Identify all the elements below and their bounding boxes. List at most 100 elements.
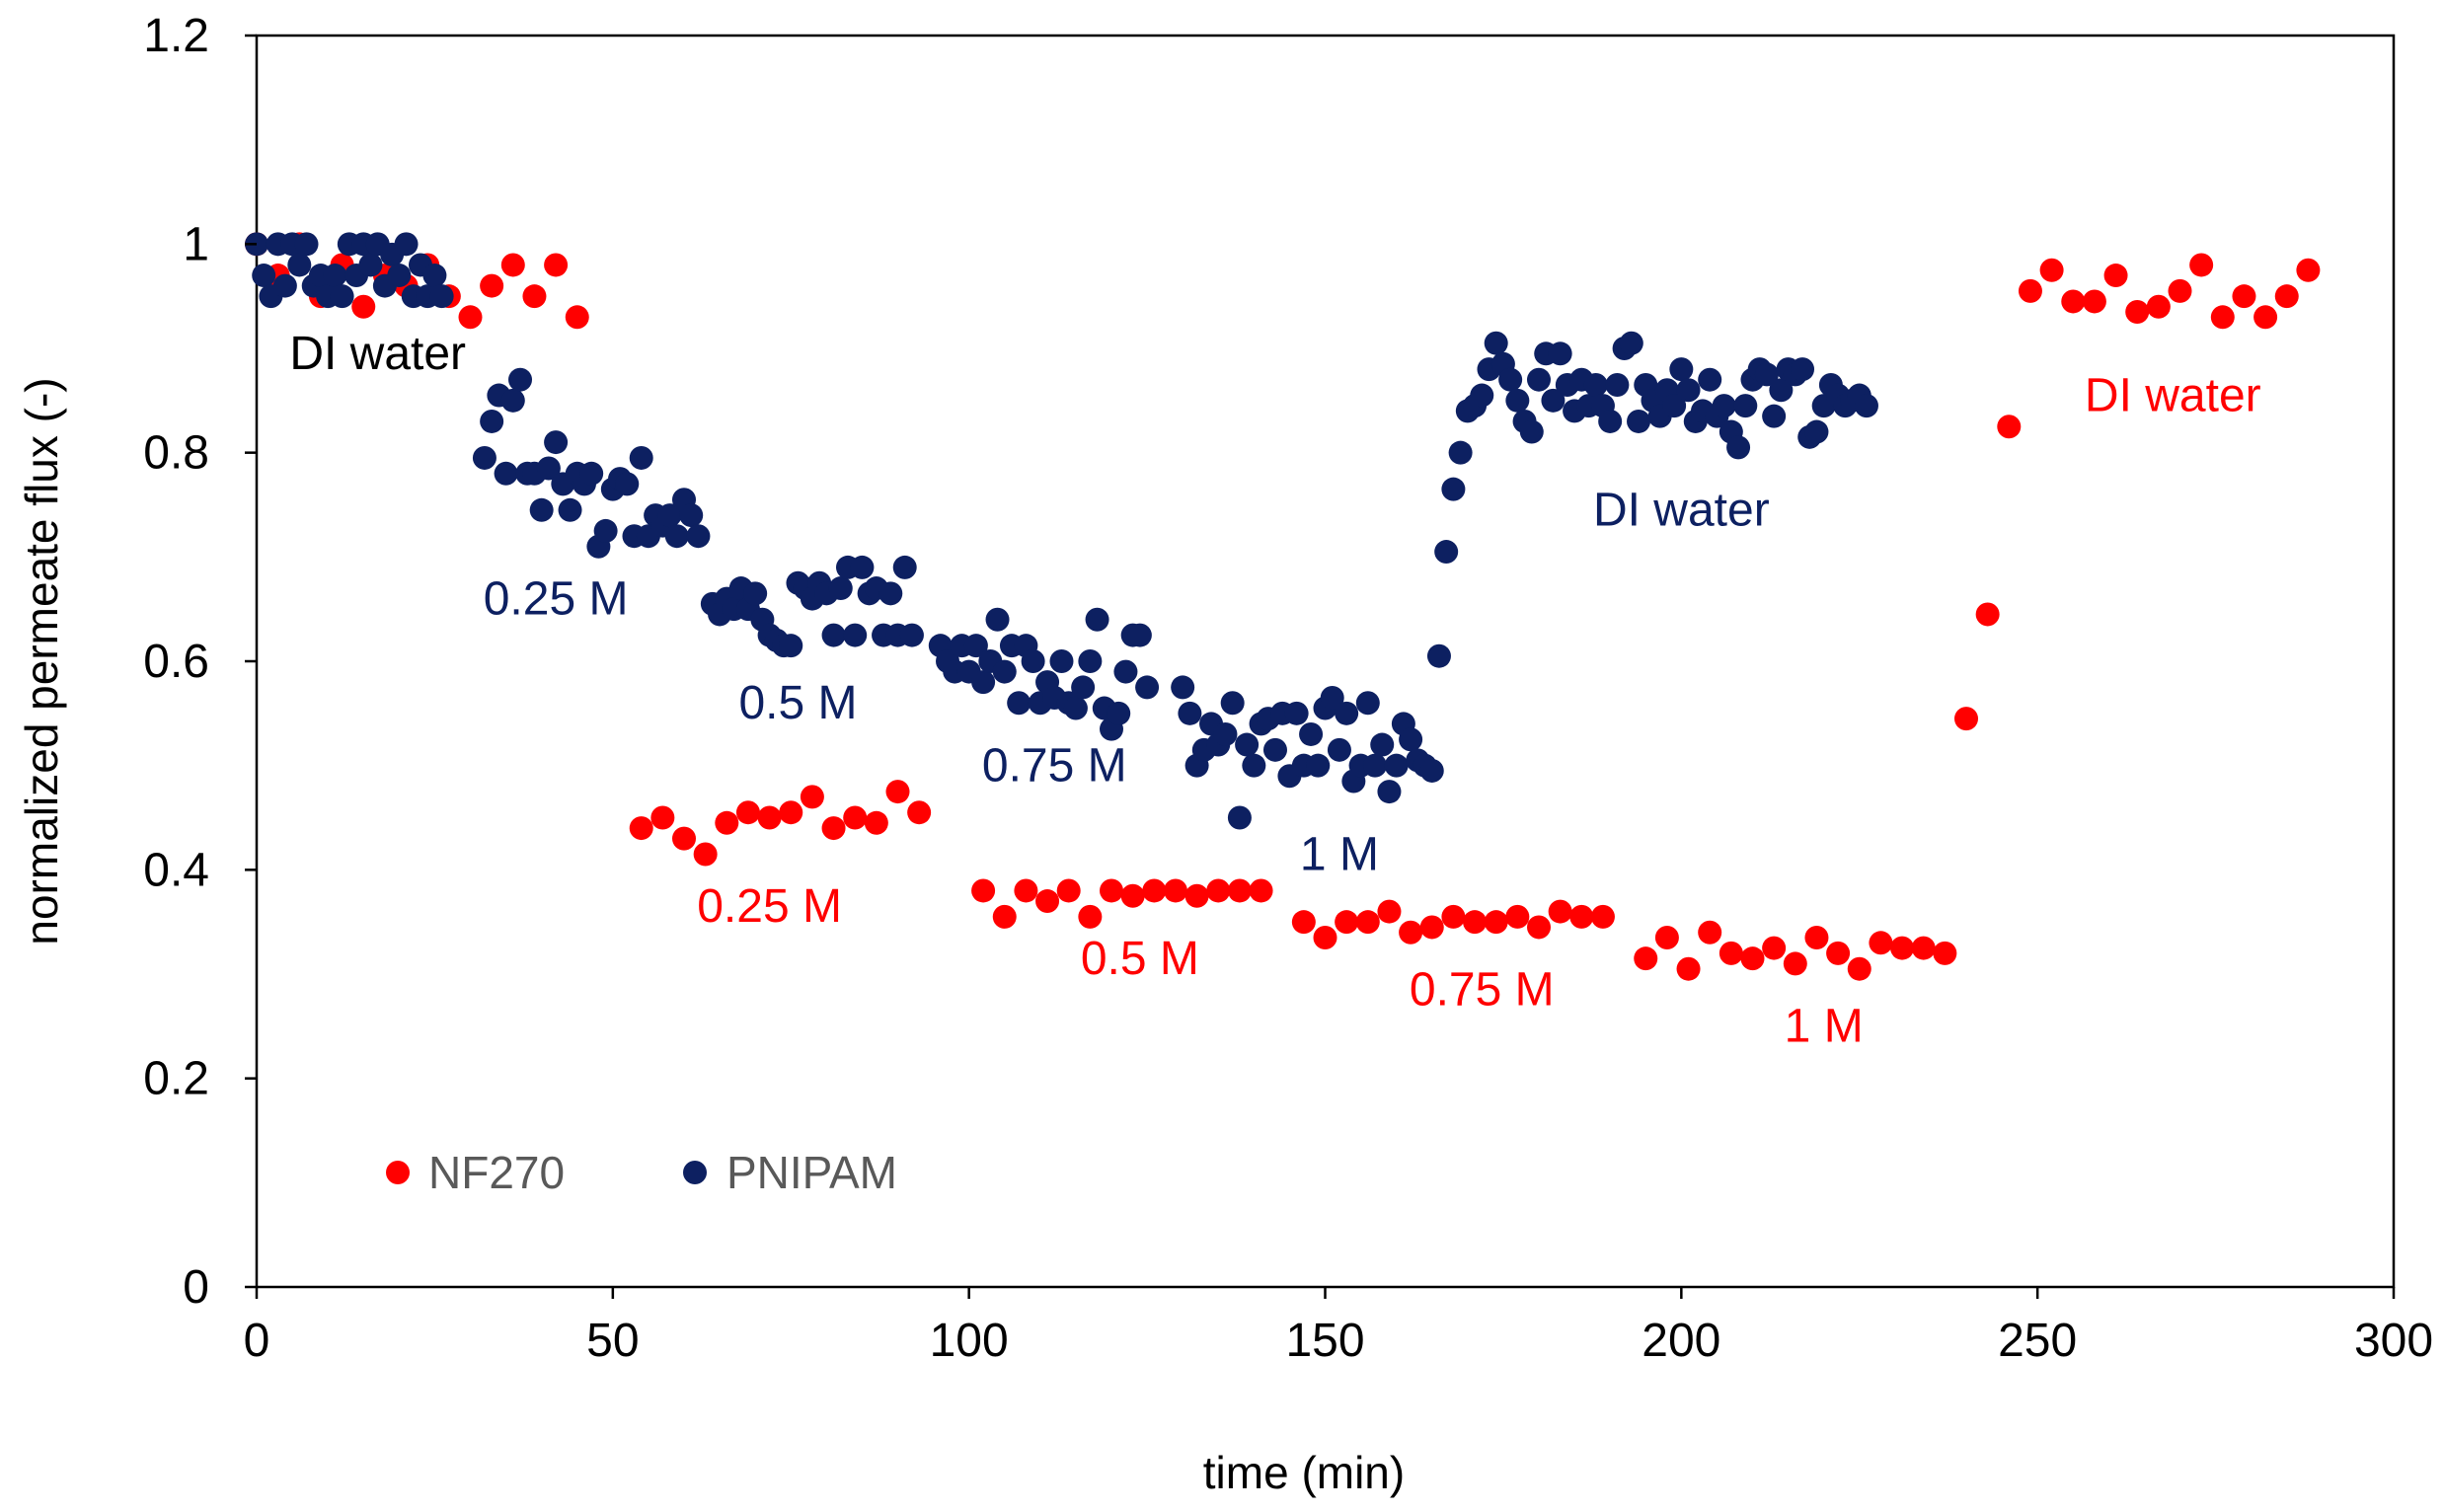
data-point-nf270 [500, 253, 525, 277]
data-point-pnipam [287, 253, 312, 277]
data-point-nf270 [1313, 926, 1337, 950]
data-point-pnipam [1484, 331, 1508, 355]
data-point-pnipam [971, 670, 996, 695]
data-point-nf270 [1740, 946, 1765, 971]
data-point-nf270 [1590, 904, 1615, 929]
data-point-pnipam [1726, 435, 1751, 460]
data-point-pnipam [1299, 721, 1324, 746]
data-point-pnipam [657, 503, 682, 528]
data-point-pnipam [1754, 362, 1779, 387]
data-point-pnipam [899, 623, 924, 647]
data-point-nf270 [2210, 305, 2235, 330]
data-point-pnipam [679, 503, 704, 528]
axes-layer: 0 50 100 150 200 250 300 0 0.2 0.4 0.6 0.8 1 1.2 [143, 10, 2433, 1367]
data-point-nf270 [1399, 920, 1423, 945]
data-point-pnipam [536, 456, 561, 481]
data-point-nf270 [1826, 941, 1851, 965]
annotation-label: 1 M [1785, 1001, 1864, 1053]
data-point-nf270 [1997, 415, 2022, 439]
data-point-nf270 [1548, 899, 1572, 924]
annotation-label: 0.75 M [982, 740, 1127, 793]
data-point-nf270 [1056, 878, 1081, 903]
y-tick-label: 0.8 [143, 427, 209, 480]
data-point-pnipam [1548, 341, 1572, 366]
data-point-nf270 [2232, 284, 2256, 309]
data-point-pnipam [1712, 394, 1736, 418]
data-point-nf270 [1698, 920, 1722, 945]
data-point-nf270 [1291, 910, 1316, 935]
data-point-pnipam [529, 497, 554, 522]
data-point-nf270 [351, 294, 376, 319]
annotation-label: 0.25 M [484, 572, 629, 625]
data-point-pnipam [828, 576, 853, 601]
data-point-nf270 [1120, 883, 1145, 908]
data-point-nf270 [992, 904, 1017, 929]
data-point-nf270 [2296, 258, 2321, 282]
data-point-nf270 [1441, 904, 1466, 929]
data-point-pnipam [394, 232, 419, 257]
annotation-label: DI water [2085, 369, 2261, 421]
annotation-label: DI water [1593, 485, 1770, 537]
annotation-label: 0.75 M [1410, 964, 1555, 1017]
legend-label-pnipam: PNIPAM [726, 1147, 897, 1198]
annotation-label: 0.5 M [1081, 933, 1199, 985]
data-point-nf270 [480, 273, 504, 298]
data-point-pnipam [1448, 440, 1473, 465]
data-point-nf270 [1227, 878, 1252, 903]
data-point-pnipam [1213, 721, 1238, 746]
data-point-nf270 [1078, 904, 1103, 929]
data-point-pnipam [272, 273, 297, 298]
data-point-pnipam [629, 445, 653, 470]
data-point-nf270 [2082, 289, 2106, 314]
data-point-pnipam [429, 284, 454, 309]
data-point-nf270 [1206, 878, 1231, 903]
data-point-pnipam [558, 497, 582, 522]
data-point-pnipam [892, 555, 917, 579]
legend-label-nf270: NF270 [428, 1147, 565, 1198]
data-point-pnipam [1527, 367, 1551, 392]
y-tick-label: 0.4 [143, 844, 209, 896]
data-point-nf270 [1804, 926, 1829, 950]
data-point-pnipam [593, 518, 618, 543]
data-point-pnipam [1434, 540, 1459, 565]
data-point-nf270 [2168, 278, 2192, 303]
data-point-pnipam [508, 367, 533, 392]
data-point-nf270 [1847, 956, 1871, 981]
data-point-nf270 [1783, 951, 1807, 976]
data-point-nf270 [1377, 899, 1402, 924]
data-point-nf270 [1527, 915, 1551, 940]
data-point-pnipam [1662, 394, 1687, 418]
data-point-nf270 [458, 305, 483, 330]
data-point-pnipam [544, 430, 569, 455]
x-tick-label: 300 [2354, 1315, 2433, 1367]
data-point-pnipam [985, 607, 1010, 632]
data-point-pnipam [743, 581, 768, 606]
data-point-nf270 [1911, 936, 1936, 960]
x-axis-title: time (min) [1203, 1447, 1405, 1498]
data-point-nf270 [907, 800, 932, 825]
data-point-nf270 [757, 805, 782, 830]
data-point-nf270 [1569, 904, 1594, 929]
data-point-pnipam [843, 623, 868, 647]
data-point-pnipam [1769, 378, 1794, 403]
data-point-pnipam [1021, 649, 1045, 673]
data-point-nf270 [1035, 889, 1060, 914]
data-point-nf270 [2018, 278, 2042, 303]
data-point-pnipam [1377, 780, 1402, 804]
data-point-nf270 [1249, 878, 1273, 903]
data-point-pnipam [1676, 378, 1701, 403]
data-point-nf270 [1954, 707, 1978, 731]
data-point-pnipam [1804, 419, 1829, 444]
data-point-nf270 [2189, 253, 2214, 277]
data-point-pnipam [1220, 691, 1245, 716]
data-point-pnipam [1541, 388, 1566, 413]
data-point-pnipam [1619, 331, 1643, 355]
data-point-pnipam [472, 445, 496, 470]
data-point-pnipam [494, 461, 518, 486]
data-point-pnipam [252, 264, 276, 288]
data-point-nf270 [650, 805, 675, 830]
data-point-nf270 [1933, 941, 1957, 965]
annotation-label: DI water [289, 328, 466, 380]
data-point-pnipam [1426, 643, 1451, 668]
data-point-nf270 [1762, 936, 1787, 960]
